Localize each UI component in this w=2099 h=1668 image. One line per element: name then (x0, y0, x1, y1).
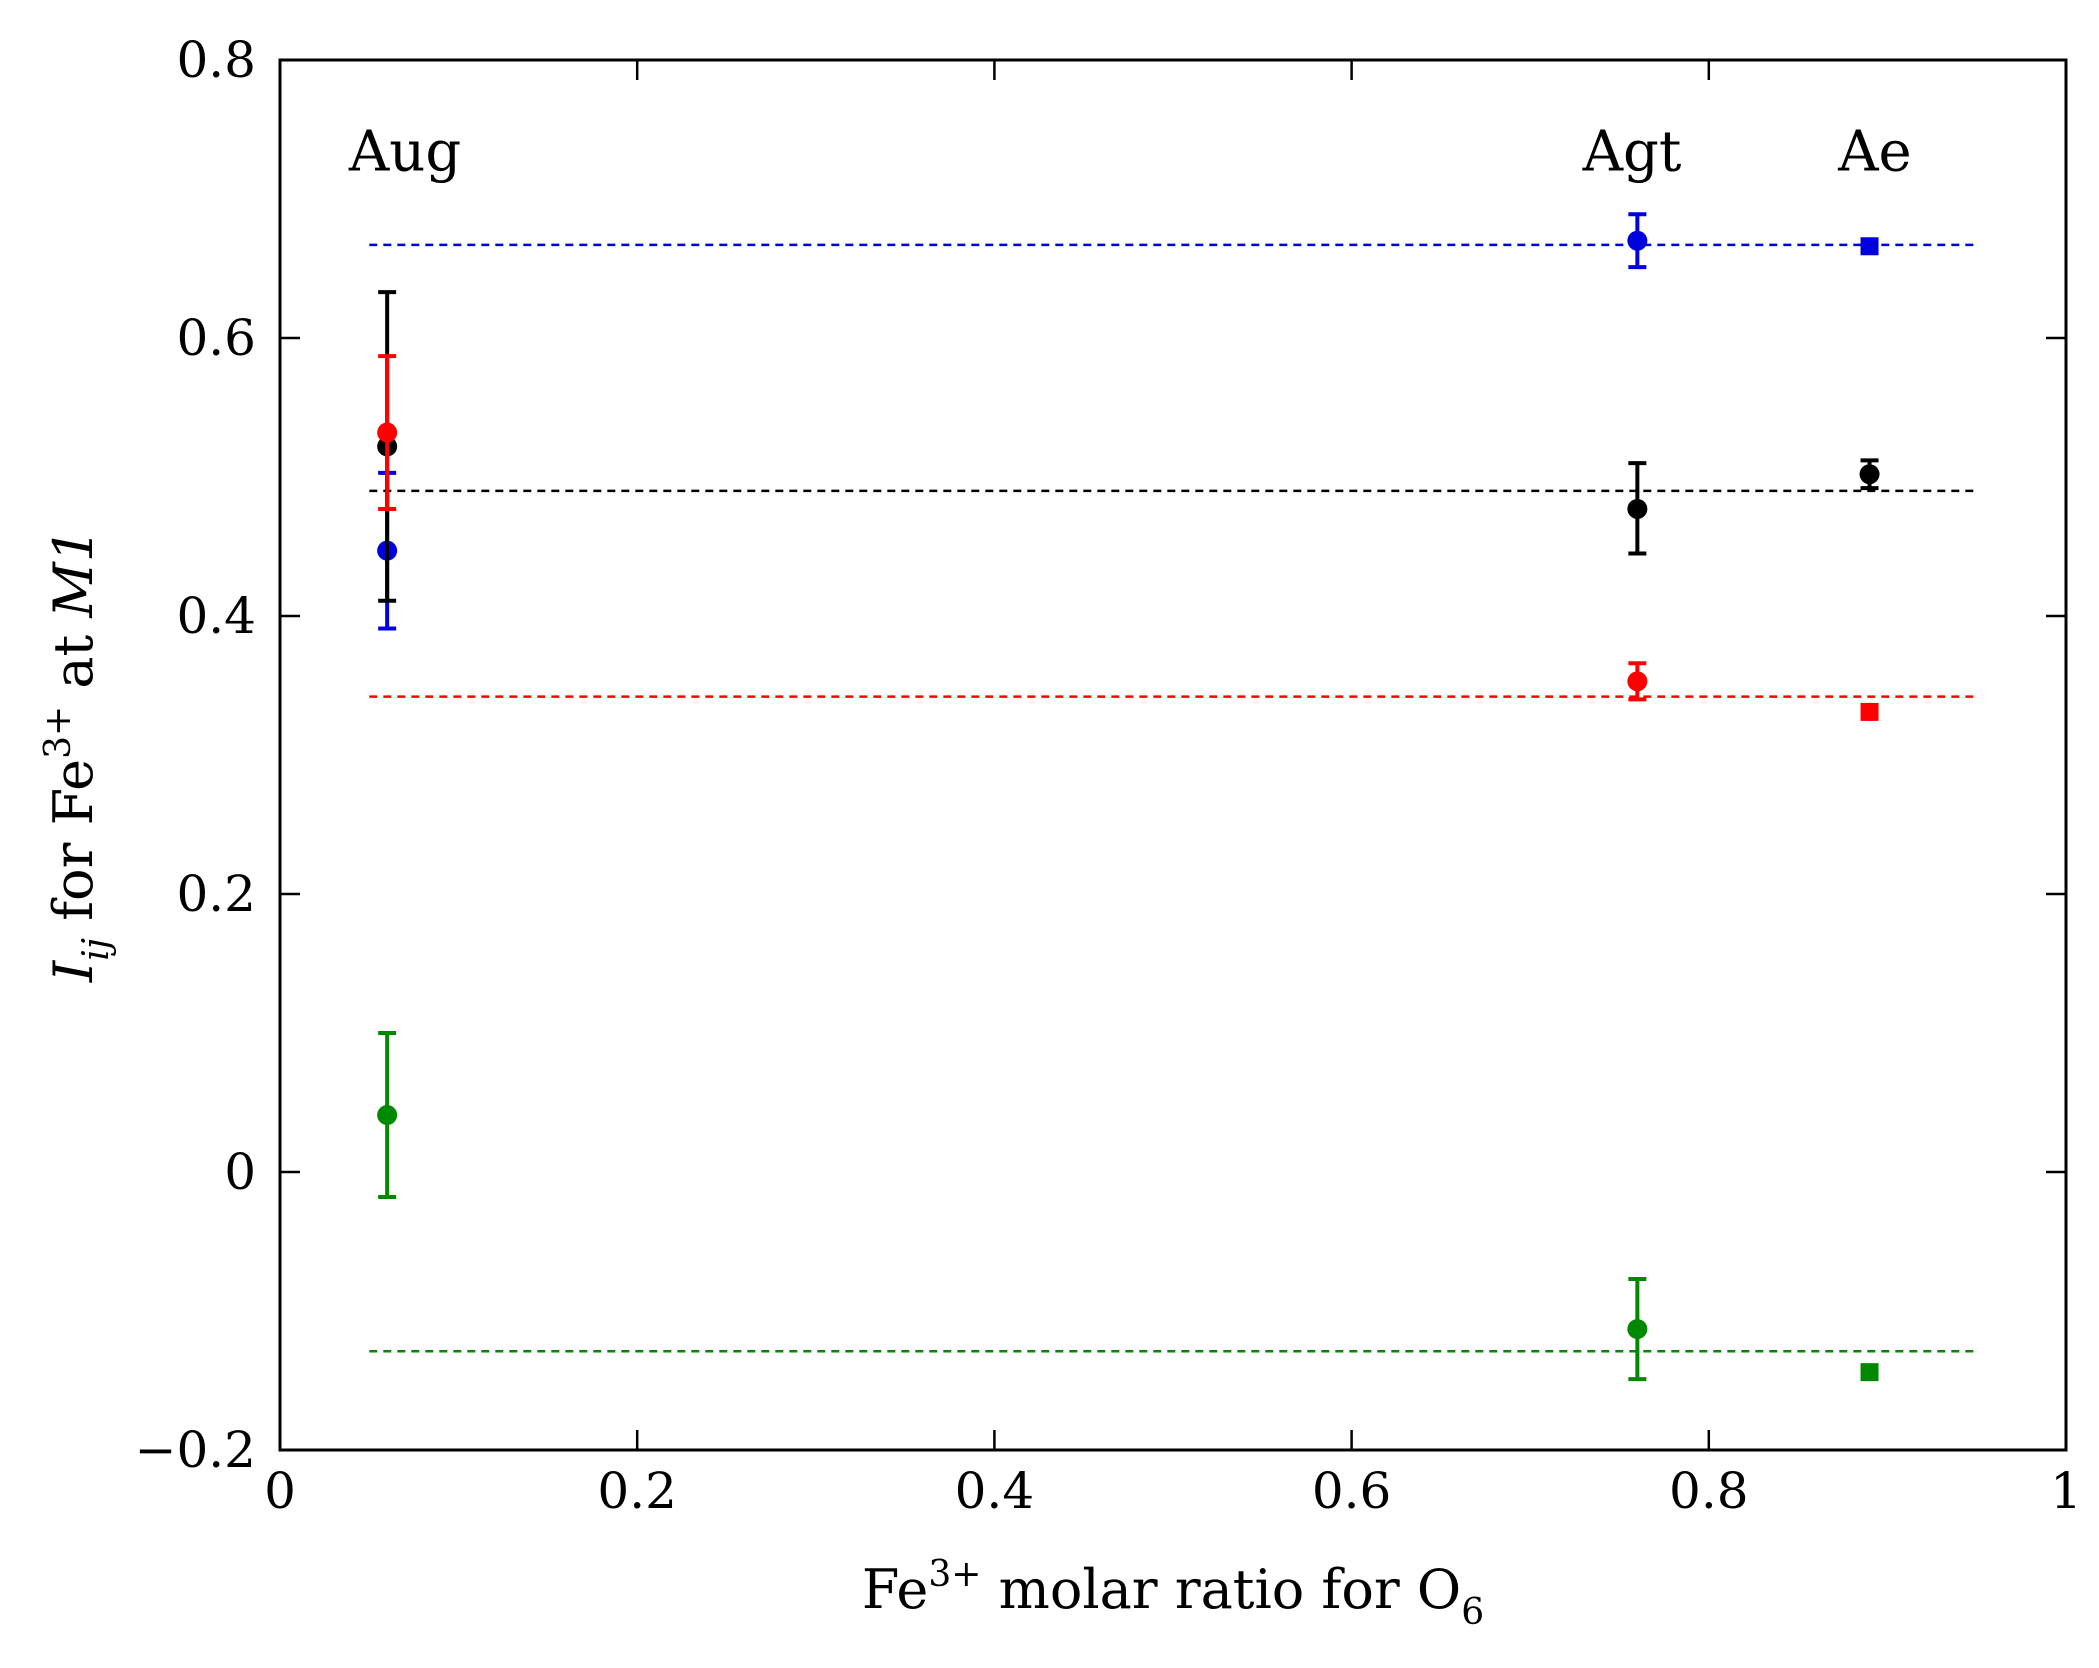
x-tick-label: 0.2 (597, 1462, 677, 1520)
y-tick-label: 0.2 (176, 865, 256, 923)
data-point (1627, 498, 1648, 519)
y-tick-label: 0.4 (176, 587, 256, 645)
data-point (1627, 230, 1648, 251)
plot-border (278, 58, 2068, 1452)
series-green (369, 1031, 1977, 1382)
y-title-sub: ij (76, 938, 117, 961)
y-tick-label: 0.8 (176, 31, 256, 89)
data-point-square (1860, 237, 1879, 256)
y-title-post: at (42, 618, 105, 706)
x-axis-title: Fe3+ molar ratio for O6 (862, 1554, 1484, 1633)
data-point-square (1860, 702, 1879, 721)
y-title-mid: for Fe (42, 759, 105, 938)
y-title-site: M1 (42, 528, 105, 619)
plot-frame (278, 58, 2068, 1452)
annotations: Aug Agt Ae (348, 119, 1912, 184)
x-title-sub: 6 (1461, 1592, 1484, 1633)
x-tick-label: 0.8 (1669, 1462, 1749, 1520)
x-tick-label: 0.4 (955, 1462, 1035, 1520)
data-point (377, 1105, 398, 1126)
x-title-sup: 3+ (928, 1554, 981, 1595)
annotation-label: Agt (1582, 119, 1682, 184)
data-point (1627, 1319, 1648, 1340)
annotation-label: Ae (1837, 119, 1912, 184)
x-title-mid: molar ratio for O (981, 1558, 1461, 1621)
x-tick-label: 0 (264, 1462, 296, 1520)
series-red (369, 354, 1977, 721)
series-blue (369, 212, 1977, 631)
series-black (369, 290, 1977, 603)
x-tick-label: 1 (2050, 1462, 2082, 1520)
y-tick-label: 0.6 (176, 309, 256, 367)
data-point-square (1860, 1363, 1879, 1382)
ticks: 0 0.2 0.4 0.6 0.8 1−0.200.20.40.60.8 (135, 31, 2082, 1520)
y-title-sup: 3+ (38, 706, 79, 759)
annotation-label: Aug (348, 119, 461, 184)
y-tick-label: −0.2 (135, 1421, 256, 1479)
y-tick-label: 0 (224, 1143, 256, 1201)
data-point (1859, 464, 1880, 485)
data-point (377, 422, 398, 443)
series-layer (369, 212, 1977, 1382)
y-axis-title: Iij for Fe3+ at M1 (38, 528, 117, 983)
x-title-fe: Fe (862, 1558, 928, 1621)
y-title-i: I (42, 959, 105, 983)
data-point (1627, 671, 1648, 692)
x-tick-label: 0.6 (1312, 1462, 1392, 1520)
